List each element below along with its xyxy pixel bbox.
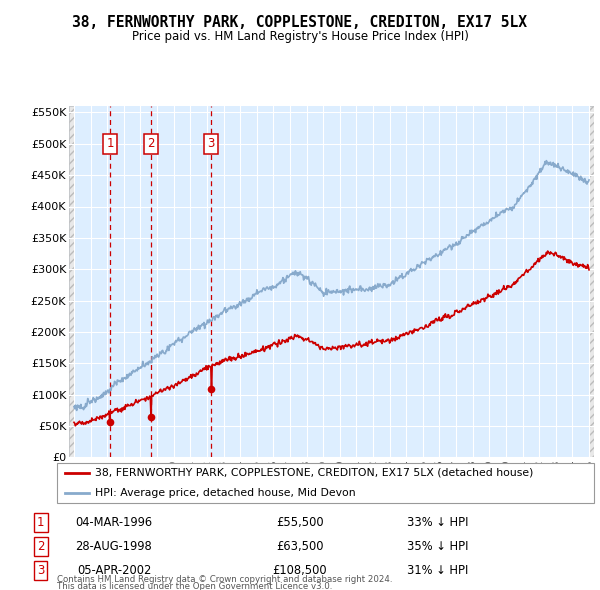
- Text: 3: 3: [37, 564, 44, 577]
- Text: 28-AUG-1998: 28-AUG-1998: [76, 540, 152, 553]
- Text: Contains HM Land Registry data © Crown copyright and database right 2024.: Contains HM Land Registry data © Crown c…: [57, 575, 392, 584]
- Text: 33% ↓ HPI: 33% ↓ HPI: [407, 516, 469, 529]
- Text: 1: 1: [37, 516, 44, 529]
- Text: £63,500: £63,500: [276, 540, 324, 553]
- Text: 04-MAR-1996: 04-MAR-1996: [76, 516, 152, 529]
- Text: Price paid vs. HM Land Registry's House Price Index (HPI): Price paid vs. HM Land Registry's House …: [131, 30, 469, 43]
- FancyBboxPatch shape: [57, 463, 594, 503]
- Text: This data is licensed under the Open Government Licence v3.0.: This data is licensed under the Open Gov…: [57, 582, 332, 590]
- Text: 35% ↓ HPI: 35% ↓ HPI: [407, 540, 469, 553]
- Text: 05-APR-2002: 05-APR-2002: [77, 564, 151, 577]
- Bar: [589, 106, 594, 457]
- Text: 2: 2: [148, 137, 155, 150]
- Text: 3: 3: [208, 137, 215, 150]
- Text: 2: 2: [37, 540, 44, 553]
- Bar: [69, 106, 74, 457]
- Text: £55,500: £55,500: [276, 516, 324, 529]
- Text: 38, FERNWORTHY PARK, COPPLESTONE, CREDITON, EX17 5LX (detached house): 38, FERNWORTHY PARK, COPPLESTONE, CREDIT…: [95, 468, 533, 477]
- Text: £108,500: £108,500: [272, 564, 328, 577]
- Text: 1: 1: [106, 137, 114, 150]
- Text: 38, FERNWORTHY PARK, COPPLESTONE, CREDITON, EX17 5LX: 38, FERNWORTHY PARK, COPPLESTONE, CREDIT…: [73, 15, 527, 30]
- Text: 31% ↓ HPI: 31% ↓ HPI: [407, 564, 469, 577]
- Text: HPI: Average price, detached house, Mid Devon: HPI: Average price, detached house, Mid …: [95, 488, 355, 497]
